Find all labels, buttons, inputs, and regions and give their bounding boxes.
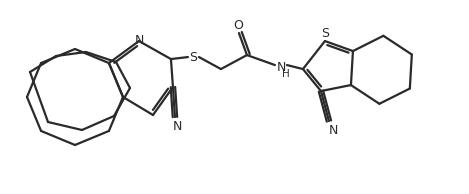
Text: H: H (282, 69, 290, 79)
Text: S: S (189, 51, 197, 64)
Text: N: N (172, 120, 182, 133)
Text: N: N (276, 61, 286, 74)
Text: N: N (328, 124, 338, 137)
Text: N: N (134, 34, 144, 47)
Text: O: O (233, 19, 243, 32)
Text: S: S (321, 27, 329, 40)
